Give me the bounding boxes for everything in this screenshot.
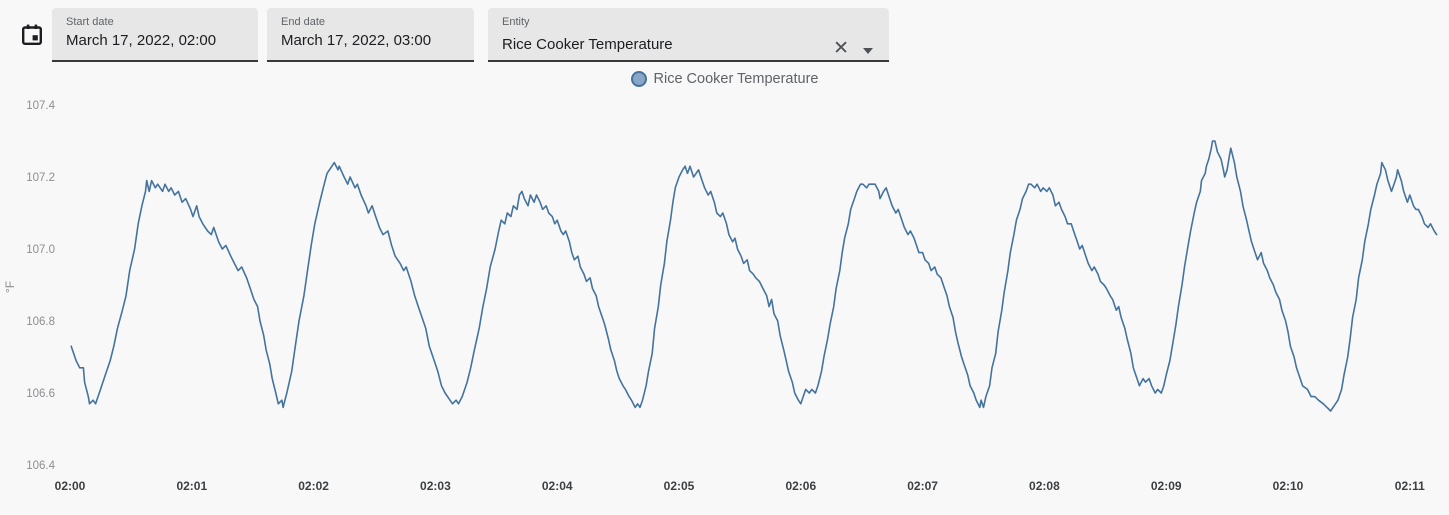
x-axis-tick-label: 02:07 bbox=[907, 479, 938, 493]
dropdown-caret-icon[interactable] bbox=[863, 47, 873, 54]
x-axis-tick-label: 02:05 bbox=[664, 479, 695, 493]
entity-picker-field[interactable]: Entity Rice Cooker Temperature ✕ bbox=[488, 8, 889, 62]
chart-legend: Rice Cooker Temperature bbox=[0, 71, 1449, 87]
x-axis-tick-label: 02:03 bbox=[420, 479, 451, 493]
temperature-series-line bbox=[70, 140, 1438, 412]
x-axis-tick-label: 02:08 bbox=[1029, 479, 1060, 493]
x-axis-tick-label: 02:10 bbox=[1273, 479, 1304, 493]
x-axis-tick-label: 02:00 bbox=[55, 479, 86, 493]
legend-label: Rice Cooker Temperature bbox=[653, 71, 819, 87]
y-axis-tick-label: 107.4 bbox=[26, 100, 55, 112]
y-axis-tick-label: 106.8 bbox=[26, 316, 55, 328]
history-toolbar: Start date March 17, 2022, 02:00 End dat… bbox=[0, 0, 1449, 70]
start-date-label: Start date bbox=[66, 16, 114, 28]
x-axis-tick-label: 02:09 bbox=[1151, 479, 1182, 493]
legend-item-rice-cooker-temperature[interactable]: Rice Cooker Temperature bbox=[630, 71, 819, 87]
x-axis-tick-label: 02:11 bbox=[1395, 479, 1425, 493]
end-date-label: End date bbox=[281, 16, 326, 28]
date-range-picker-button[interactable] bbox=[10, 13, 54, 57]
x-axis-tick-label: 02:06 bbox=[785, 479, 816, 493]
entity-label: Entity bbox=[502, 16, 530, 28]
x-axis-tick-label: 02:01 bbox=[176, 479, 207, 493]
series-marker-icon bbox=[630, 71, 647, 87]
y-axis-tick-label: 106.4 bbox=[26, 460, 55, 472]
end-date-field[interactable]: End date March 17, 2022, 03:00 bbox=[267, 8, 474, 62]
calendar-icon bbox=[22, 24, 43, 45]
start-date-value: March 17, 2022, 02:00 bbox=[66, 32, 217, 49]
end-date-value: March 17, 2022, 03:00 bbox=[281, 32, 432, 49]
y-axis-unit-label: °F bbox=[3, 281, 17, 293]
y-axis-tick-label: 107.2 bbox=[26, 172, 55, 184]
y-axis-tick-label: 107.0 bbox=[26, 244, 55, 256]
y-axis-tick-label: 106.6 bbox=[26, 388, 55, 400]
entity-value: Rice Cooker Temperature bbox=[502, 36, 673, 53]
x-axis-tick-label: 02:02 bbox=[298, 479, 329, 493]
x-axis-tick-label: 02:04 bbox=[542, 479, 573, 493]
start-date-field[interactable]: Start date March 17, 2022, 02:00 bbox=[52, 8, 258, 62]
clear-entity-icon[interactable]: ✕ bbox=[833, 38, 849, 59]
